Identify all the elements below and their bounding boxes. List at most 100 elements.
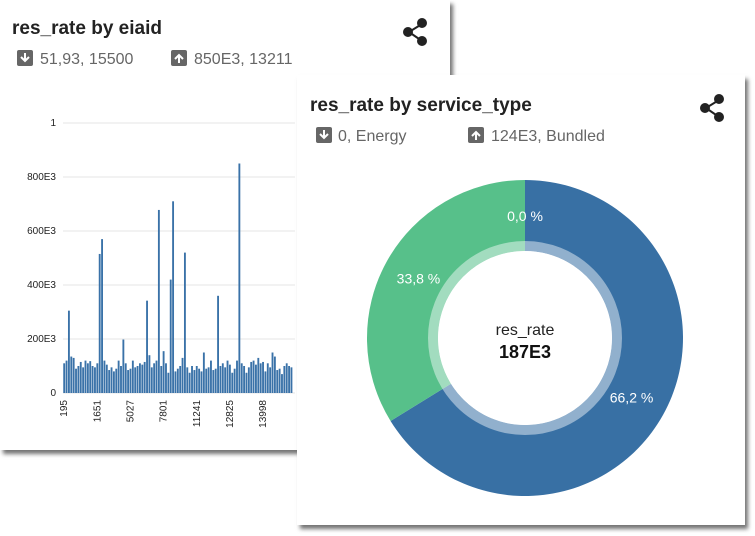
y-tick-label: 800E3 [27,172,56,183]
service-type-card-content: res_rate by service_type 0, Energy 124E3… [310,94,724,497]
max-icon [171,50,187,66]
bar [108,370,111,393]
bar [136,366,139,393]
x-tick-label: 5027 [125,400,136,423]
bar [94,367,96,393]
bar [290,367,293,393]
data-label: 33,8 % [397,271,441,287]
card-title: res_rate by eiaid [12,18,162,39]
bar [198,368,201,393]
bar [124,363,127,393]
bar [155,360,158,393]
y-tick-label: 1 [50,118,56,129]
bar [281,374,283,393]
bar [278,368,281,393]
bar [127,370,130,393]
bar [75,368,77,393]
bar [226,360,229,393]
bar [122,339,125,393]
bar [217,295,219,393]
bar [105,364,108,393]
data-label: 66,2 % [610,389,654,405]
bar [212,370,215,393]
bar [250,361,253,393]
min-value: 0, Energy [338,128,406,145]
bar [236,360,238,393]
bar [176,368,179,393]
bar [183,252,186,393]
bar [259,363,262,393]
bar [238,163,241,393]
bar [141,364,144,393]
card-title: res_rate by service_type [310,95,532,116]
bar [231,372,234,393]
bar [207,367,210,393]
min-icon [17,50,33,66]
max-icon [468,127,484,143]
bar [167,372,170,393]
bar [245,372,248,393]
bar [269,367,272,393]
bar [224,367,227,393]
bar [153,363,156,393]
bar [273,356,276,393]
bar [271,352,274,393]
bar [77,366,80,393]
bar [202,352,205,393]
bar [181,357,184,393]
bar [89,361,92,393]
bar [210,360,212,393]
bar [262,361,264,393]
bar [96,363,99,393]
bar [255,364,257,393]
bar [214,368,217,393]
donut-halo [428,241,622,435]
bar [131,360,134,393]
bar [148,355,151,393]
bar [228,364,231,393]
bar [129,368,132,393]
bar [200,371,203,393]
bar [146,300,148,393]
y-tick-label: 200E3 [27,334,56,345]
bar [188,372,191,393]
bar [186,367,189,393]
donut-segment [367,180,525,421]
bar [70,356,73,393]
bar [86,363,89,393]
x-tick-label: 7801 [159,400,170,423]
bar [67,310,70,393]
share-icon[interactable] [700,94,724,122]
bar [257,357,260,393]
max-value: 124E3, Bundled [491,128,605,145]
bar [205,368,208,393]
bar [191,366,193,393]
bar [179,366,182,393]
bar [112,371,115,393]
min-value: 51,93, 15500 [40,51,134,68]
bar [157,209,160,393]
bar [240,363,243,393]
bar [160,366,163,393]
y-tick-label: 400E3 [27,280,56,291]
bar [91,366,94,393]
donut-segment [390,180,683,497]
bar [98,253,101,393]
share-icon[interactable] [403,18,427,46]
bar [233,368,236,393]
bar [110,367,113,393]
bar [120,366,122,393]
bar [221,363,224,393]
bar [169,279,172,393]
bar [103,360,106,393]
bar [266,363,269,393]
bar [252,360,255,393]
bar [264,371,267,393]
bar [193,370,196,393]
max-value: 850E3, 13211 [194,51,293,68]
bar [101,239,103,393]
bar [247,367,250,393]
y-tick-label: 0 [50,388,56,399]
x-tick-label: 12825 [225,400,236,428]
